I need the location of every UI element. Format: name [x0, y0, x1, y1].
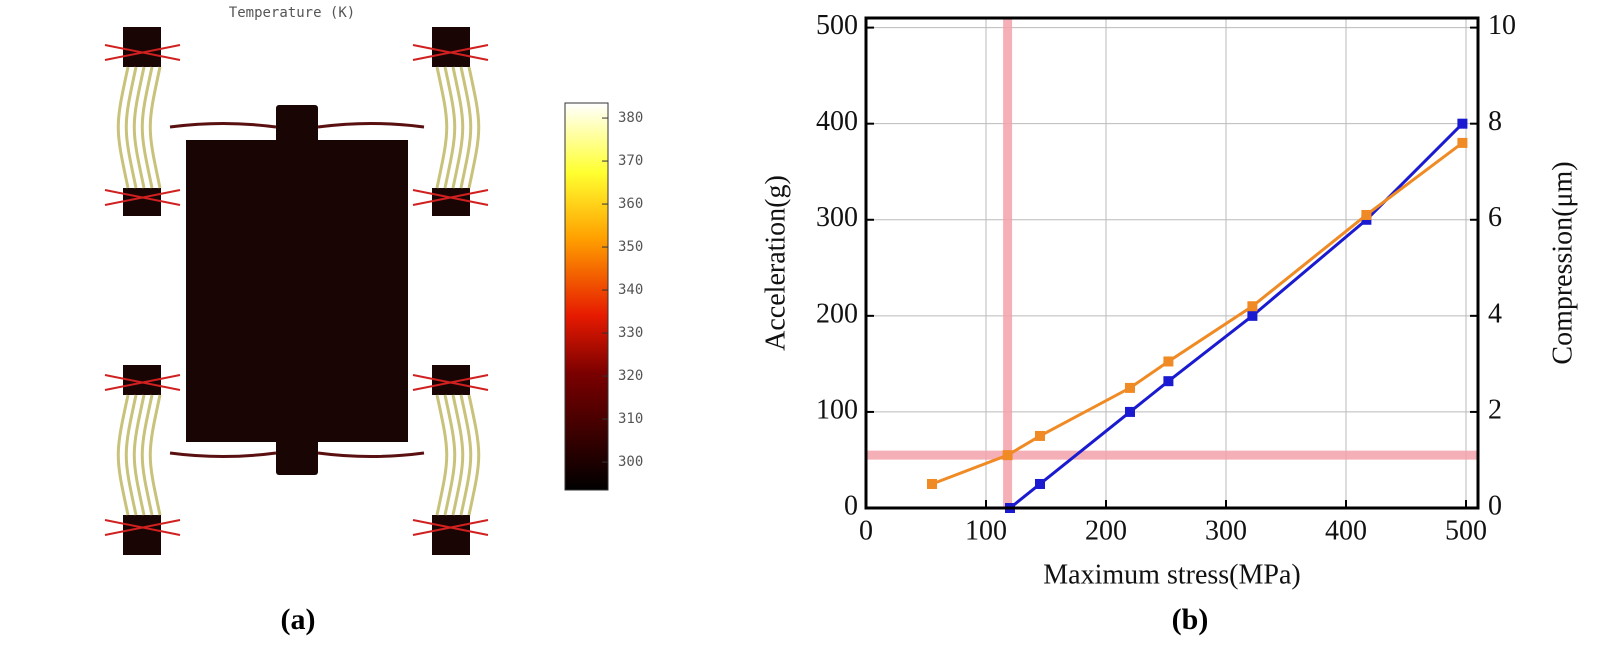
- y-tick-label: 400: [816, 106, 858, 137]
- plot-frame: [864, 16, 1480, 510]
- colorbar-tick-label: 340: [618, 282, 643, 298]
- y-tick-label: 300: [816, 202, 858, 233]
- x-tick-label: 200: [1085, 515, 1127, 546]
- y2-tick-label: 8: [1488, 106, 1502, 137]
- y-tick-label: 100: [816, 394, 858, 425]
- data-point: [927, 478, 937, 489]
- x-tick-label: 500: [1445, 515, 1487, 546]
- y2-tick-label: 2: [1488, 394, 1502, 425]
- data-point: [1125, 382, 1135, 393]
- series-line: [931, 141, 1464, 486]
- data-point: [1457, 118, 1468, 129]
- device-drawing: [104, 27, 489, 555]
- colorbar-title: Temperature (K): [229, 5, 355, 21]
- y2-tick-label: 0: [1488, 490, 1502, 521]
- caption: (b): [1172, 603, 1209, 636]
- y-tick-label: 0: [844, 490, 858, 521]
- data-point: [1361, 209, 1372, 220]
- data-point: [1457, 137, 1468, 148]
- y-tick-label: 500: [816, 10, 858, 41]
- data-point: [1035, 478, 1045, 489]
- y2-tick-label: 6: [1488, 202, 1502, 233]
- data-point: [1163, 356, 1174, 367]
- y-axis-label: Acceleration(g): [760, 175, 791, 351]
- colorbar-tick-label: 370: [618, 153, 643, 169]
- data-point: [1125, 406, 1135, 417]
- caption: (a): [281, 603, 316, 636]
- y2-tick-label: 10: [1488, 10, 1516, 41]
- data-point: [1247, 310, 1258, 321]
- y2-tick-label: 4: [1488, 298, 1502, 329]
- x-axis-label: Maximum stress(MPa): [1043, 559, 1300, 590]
- colorbar-tick-label: 380: [618, 110, 643, 126]
- colorbar-tick-label: 360: [618, 196, 643, 212]
- colorbar-tick-label: 300: [618, 454, 643, 470]
- colorbar-tick-label: 350: [618, 239, 643, 255]
- colorbar: [564, 102, 609, 491]
- colorbar-tick-label: 310: [618, 411, 643, 427]
- colorbar-tick-label: 330: [618, 325, 643, 341]
- x-tick-label: 100: [965, 515, 1007, 546]
- x-tick-label: 400: [1325, 515, 1367, 546]
- x-tick-label: 0: [859, 515, 873, 546]
- data-point: [1247, 301, 1258, 312]
- data-point: [1035, 430, 1045, 441]
- data-point: [1163, 376, 1174, 387]
- x-tick-label: 300: [1205, 515, 1247, 546]
- y2-axis-label: Compression(μm): [1547, 161, 1578, 364]
- data-point: [1002, 450, 1013, 461]
- y-tick-label: 200: [816, 298, 858, 329]
- colorbar-tick-label: 320: [618, 368, 643, 384]
